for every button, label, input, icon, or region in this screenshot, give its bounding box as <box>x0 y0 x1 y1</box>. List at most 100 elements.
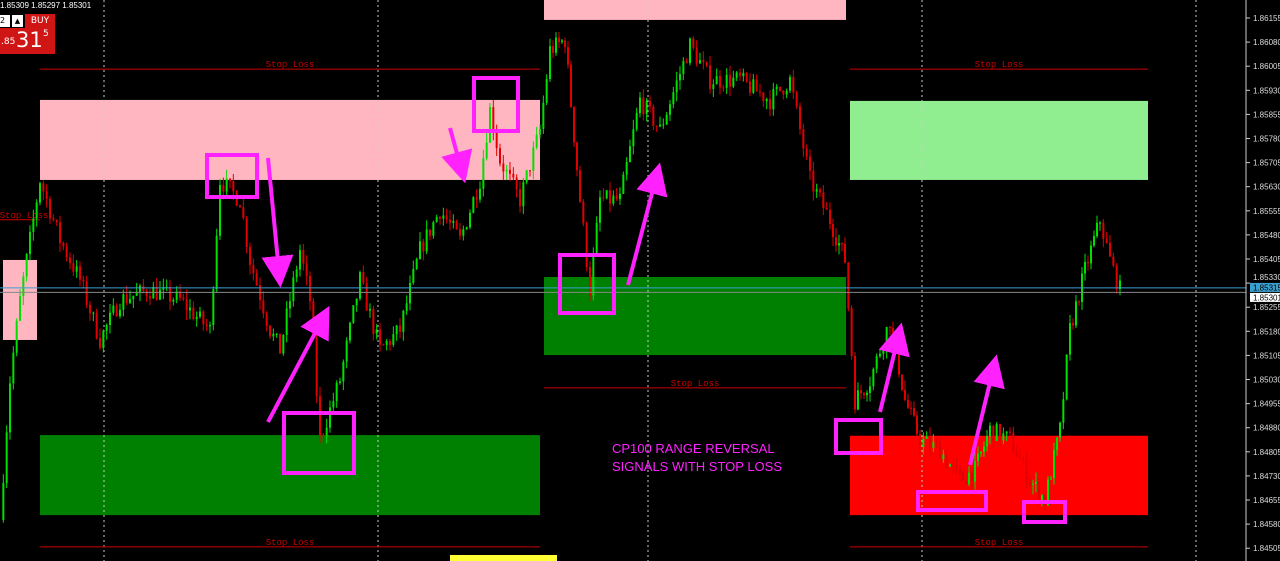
annotation-line-2: SIGNALS WITH STOP LOSS <box>612 459 783 474</box>
signal-box <box>282 411 356 475</box>
tick-label: 1.85330 <box>1253 273 1280 282</box>
candle-body <box>1096 222 1098 237</box>
candle-body <box>29 231 31 255</box>
candle-body <box>245 217 248 247</box>
candle-body <box>971 472 973 482</box>
tick-label: 1.85705 <box>1253 159 1280 168</box>
candle-body <box>482 158 485 189</box>
candle-body <box>882 349 885 354</box>
candle-body <box>860 390 862 394</box>
candle-body <box>759 91 761 93</box>
candle-body <box>742 72 745 77</box>
grid-layer <box>103 0 1197 561</box>
candle-body <box>415 259 418 269</box>
candle-body <box>412 268 415 283</box>
buy-price-button[interactable]: .85 31 5 <box>0 28 55 54</box>
candle-body <box>585 223 588 268</box>
candle-body <box>847 262 850 309</box>
candle-body <box>59 222 61 244</box>
candle-body <box>841 243 843 245</box>
candle-body <box>492 107 495 133</box>
tick-label: 1.85930 <box>1253 86 1280 95</box>
candle-body <box>552 46 554 53</box>
candle-body <box>452 221 455 223</box>
buy-button[interactable]: BUY <box>25 14 55 28</box>
candle-body <box>239 205 241 208</box>
candle-body <box>122 294 125 310</box>
candle-body <box>809 156 811 171</box>
candle-body <box>329 407 331 428</box>
candle-body <box>42 183 45 192</box>
lot-up-button[interactable]: ▲ <box>12 15 23 27</box>
candle-body <box>155 286 158 300</box>
candle-body <box>907 399 909 408</box>
candle-body <box>465 227 468 230</box>
candle-body <box>115 305 118 317</box>
candle-body <box>532 147 535 171</box>
candle-body <box>863 393 865 396</box>
candle-body <box>952 464 955 466</box>
candle-body <box>582 201 585 224</box>
candle-body <box>229 178 231 182</box>
candle-body <box>1022 458 1025 460</box>
candle-body <box>974 461 976 482</box>
candle-body <box>929 436 931 448</box>
candle-body <box>1105 238 1108 243</box>
candle-body <box>339 381 341 383</box>
candle-body <box>570 64 572 107</box>
candle-body <box>772 89 775 110</box>
candle-body <box>665 114 668 125</box>
candle-body <box>769 98 771 110</box>
candle-body <box>385 341 388 345</box>
candle-body <box>869 386 871 393</box>
candle-body <box>512 173 515 178</box>
candle-body <box>279 333 281 354</box>
candle-body <box>838 243 840 246</box>
candle-body <box>645 100 648 115</box>
candle-body <box>1002 433 1005 441</box>
candle-body <box>502 163 505 172</box>
tick-label: 1.84955 <box>1253 400 1280 409</box>
candle-body <box>635 113 638 130</box>
lot-size-input[interactable]: 2 <box>0 15 10 27</box>
candle-body <box>379 329 381 345</box>
candle-body <box>609 190 611 204</box>
candle-body <box>999 424 1001 441</box>
candle-body <box>105 324 108 331</box>
candle-body <box>595 222 598 255</box>
tick-label: 1.85255 <box>1253 303 1280 312</box>
candle-body <box>75 266 78 272</box>
candle-body <box>792 77 795 93</box>
candle-body <box>192 307 195 320</box>
candle-body <box>649 100 651 107</box>
pink-zone <box>40 99 540 180</box>
candle-body <box>525 170 528 183</box>
tick-label: 1.84505 <box>1253 544 1280 553</box>
indicator-label-box <box>450 555 557 561</box>
candle-body <box>402 310 405 332</box>
candle-body <box>1102 222 1105 239</box>
candle-body <box>945 454 948 467</box>
candle-body <box>515 177 518 190</box>
candle-body <box>275 333 278 335</box>
candle-body <box>592 254 595 296</box>
candle-body <box>349 322 351 341</box>
candle-body <box>1099 222 1101 224</box>
candle-body <box>89 304 91 314</box>
candle-body <box>222 185 225 192</box>
stop-loss-label: Stop Loss <box>266 60 315 70</box>
candle-body <box>805 148 808 157</box>
candle-body <box>445 215 448 220</box>
candle-body <box>857 390 859 410</box>
candle-body <box>1078 301 1080 303</box>
candle-body <box>802 129 805 149</box>
candle-body <box>983 446 985 452</box>
candle-body <box>359 272 361 299</box>
candle-body <box>79 266 81 280</box>
candle-body <box>85 281 88 305</box>
candle-body <box>662 124 665 126</box>
candle-body <box>432 222 435 236</box>
candle-body <box>1032 483 1034 485</box>
candle-body <box>225 178 228 192</box>
